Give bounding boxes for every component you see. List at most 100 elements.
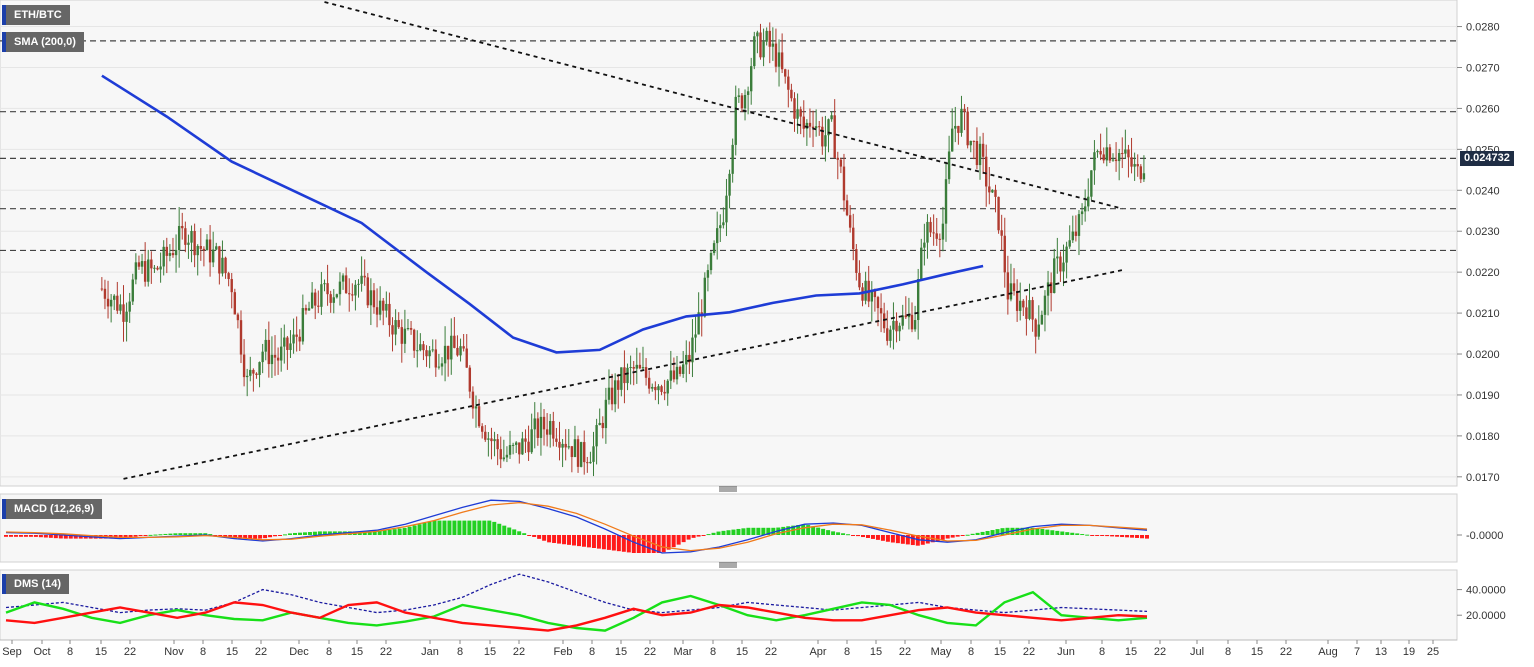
macd-histogram-bar [890, 535, 895, 543]
candle-body [397, 320, 400, 328]
candle-body [904, 315, 908, 318]
candle-body [533, 418, 536, 430]
macd-histogram-bar [557, 535, 562, 544]
candle-body [1083, 206, 1087, 212]
macd-histogram-bar [153, 534, 158, 536]
candle-body [165, 246, 168, 256]
price-tick-label: 0.0200 [1466, 349, 1500, 361]
time-tick-label: 8 [1099, 646, 1105, 658]
candle-body [462, 346, 465, 349]
candle-body [465, 348, 468, 368]
candle-body [323, 283, 326, 285]
candle-body [549, 421, 552, 435]
macd-histogram-bar [796, 525, 801, 535]
macd-histogram-bar [462, 520, 467, 535]
macd-histogram-bar [427, 521, 432, 535]
macd-histogram-bar [213, 535, 218, 536]
candle-body [882, 313, 886, 329]
candle-body [617, 380, 620, 390]
macd-histogram-bar [417, 524, 422, 535]
candle-body [579, 442, 583, 467]
time-tick-label: Mar [674, 646, 693, 658]
time-tick-label: 15 [95, 646, 107, 658]
macd-histogram-bar [542, 535, 547, 541]
macd-histogram-bar [1095, 535, 1100, 536]
candle-body [675, 366, 679, 380]
candle-body [895, 320, 898, 332]
candle-body [1093, 152, 1096, 171]
candle-body [301, 308, 305, 342]
candle-body [329, 294, 332, 303]
candle-body [768, 30, 771, 47]
macd-histogram-bar [801, 524, 806, 535]
candle-body [728, 173, 731, 196]
candle-body [338, 281, 342, 295]
candle-body [310, 292, 314, 309]
candle-body [369, 290, 373, 306]
candle-body [1031, 300, 1034, 320]
dms-indicator-label[interactable]: DMS (14) [2, 574, 70, 594]
macd-histogram-bar [168, 533, 173, 535]
candle-body [264, 339, 267, 352]
candle-body [351, 294, 354, 296]
candle-body [1068, 240, 1071, 247]
macd-histogram-bar [437, 520, 442, 535]
candle-body [484, 431, 487, 440]
candle-body [981, 143, 985, 157]
macd-histogram-bar [781, 526, 786, 535]
macd-histogram-bar [970, 533, 975, 535]
panel-resize-handle-2[interactable] [719, 562, 737, 568]
candle-body [524, 438, 527, 442]
macd-histogram-bar [68, 535, 73, 539]
candle-body [425, 350, 428, 357]
candle-body [657, 386, 660, 391]
time-tick-label: 15 [351, 646, 363, 658]
candle-body [375, 307, 379, 315]
candle-body [456, 347, 459, 356]
macd-histogram-bar [447, 520, 452, 535]
candle-body [954, 125, 957, 129]
candle-body [1003, 235, 1006, 273]
macd-histogram-bar [382, 530, 387, 535]
candle-body [1059, 256, 1062, 272]
candle-body [471, 391, 475, 409]
candle-body [957, 125, 960, 133]
candle-body [174, 250, 178, 256]
candle-body [131, 279, 134, 302]
candle-body [378, 300, 382, 315]
candle-body [759, 32, 762, 58]
macd-histogram-bar [975, 532, 980, 535]
candle-body [1053, 258, 1056, 294]
macd-histogram-bar [307, 532, 312, 535]
panel-resize-handle[interactable] [719, 486, 737, 492]
candle-body [382, 300, 385, 311]
candle-body [994, 189, 997, 197]
candle-body [1096, 150, 1099, 153]
macd-histogram-bar [442, 520, 447, 535]
candle-body [236, 314, 240, 321]
time-tick-label: 22 [765, 646, 777, 658]
macd-histogram-bar [522, 533, 527, 535]
candle-body [1117, 153, 1121, 162]
candle-body [499, 449, 502, 460]
candle-body [391, 325, 394, 335]
macd-histogram-bar [990, 530, 995, 535]
macd-histogram-bar [950, 535, 955, 538]
macd-histogram-bar [1100, 535, 1105, 536]
candle-body [552, 421, 555, 439]
macd-histogram-bar [402, 527, 407, 535]
time-tick-label: Apr [809, 646, 826, 658]
macd-histogram-bar [711, 532, 716, 535]
candle-body [848, 215, 852, 228]
macd-indicator-label[interactable]: MACD (12,26,9) [2, 499, 103, 519]
last-price-tag: 0.024732 [1460, 151, 1514, 166]
macd-histogram-bar [53, 535, 58, 539]
candle-body [725, 195, 728, 223]
macd-histogram-bar [497, 523, 502, 535]
sma-indicator-label[interactable]: SMA (200,0) [2, 32, 84, 52]
candle-body [406, 328, 410, 330]
candle-body [833, 115, 836, 158]
macd-histogram-bar [317, 531, 322, 535]
